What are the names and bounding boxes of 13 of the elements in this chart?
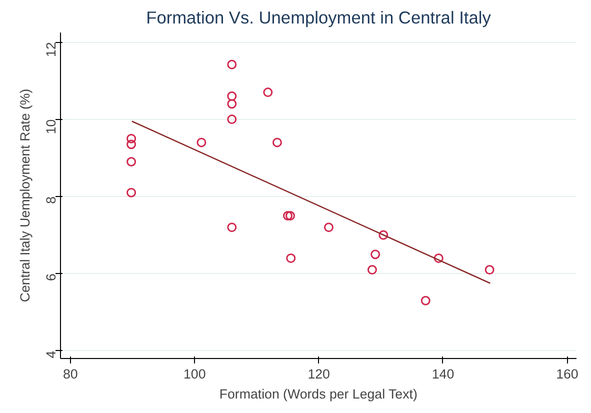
x-tick-label: 160 bbox=[556, 366, 578, 382]
x-tick-label: 120 bbox=[308, 366, 330, 382]
y-tick-label: 10 bbox=[44, 119, 58, 134]
y-tick-label: 6 bbox=[44, 274, 58, 282]
x-tick-label: 100 bbox=[184, 366, 206, 382]
y-tick-label: 4 bbox=[44, 350, 58, 358]
y-axis-title: Central Italy Uemployment Rate (%) bbox=[18, 88, 32, 302]
x-tick-label: 80 bbox=[63, 366, 78, 382]
y-tick-label: 8 bbox=[44, 196, 58, 204]
x-axis-title: Formation (Words per Legal Text) bbox=[219, 386, 418, 402]
x-tick-label: 140 bbox=[432, 366, 454, 382]
chart-title: Formation Vs. Unemployment in Central Italy bbox=[146, 8, 492, 28]
y-tick-label: 12 bbox=[44, 42, 58, 57]
